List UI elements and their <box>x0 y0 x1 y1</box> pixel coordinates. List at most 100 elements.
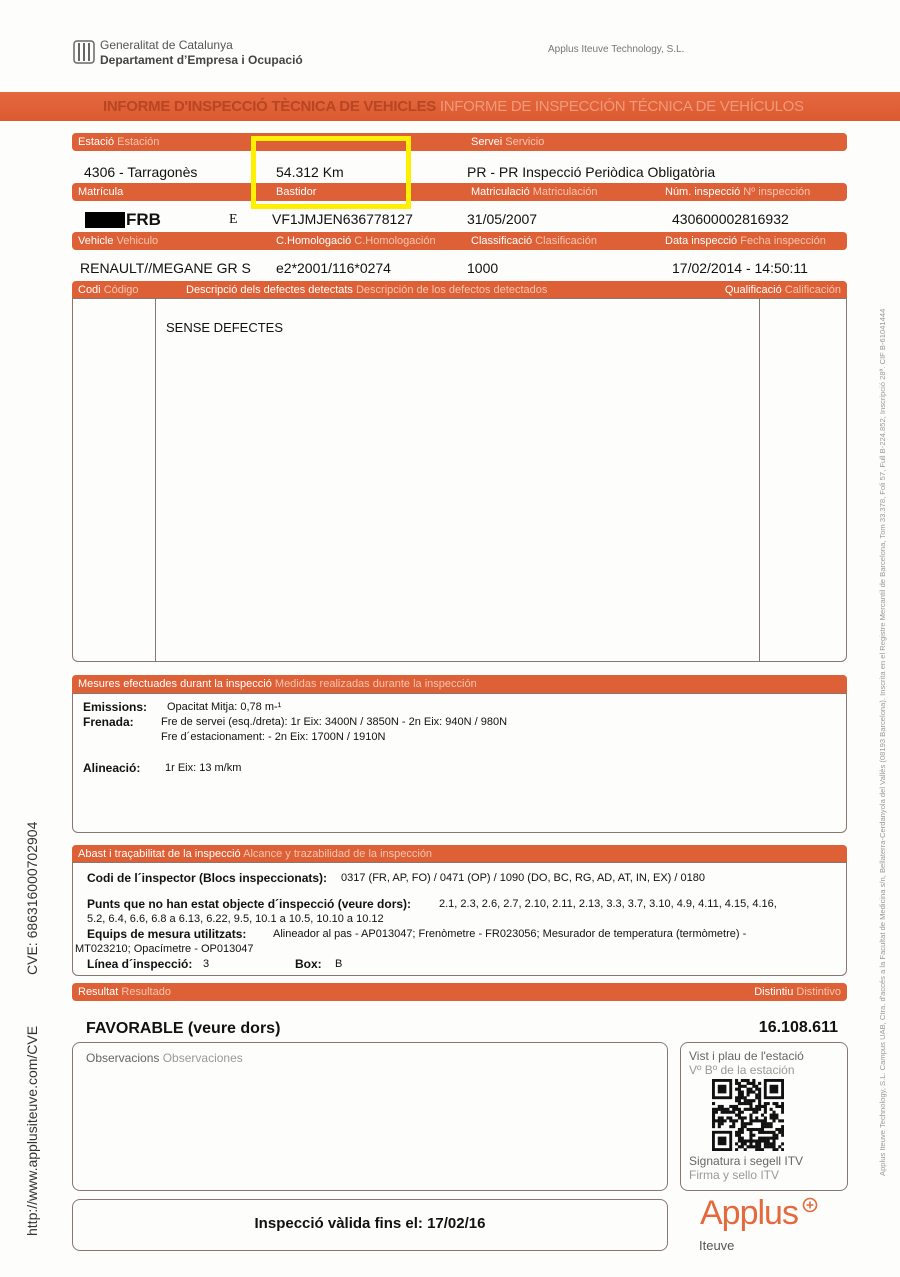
scope-title: Abast i traçabilitat de la inspecció <box>78 848 241 860</box>
plus-circle-icon <box>802 1197 818 1213</box>
emissions-label: Emissions: <box>83 700 148 714</box>
label-plate: Matrícula <box>78 186 124 198</box>
measures-box: Emissions: Opacitat Mitja: 0,78 m-¹ Fren… <box>72 693 847 833</box>
line-value: 3 <box>203 958 210 970</box>
stamp-label: Vist i plau de l'estació <box>689 1049 804 1063</box>
inspector-value: 0317 (FR, AP, FO) / 0471 (OP) / 1090 (DO… <box>341 872 705 884</box>
label-chassis: Bastidor <box>276 186 317 198</box>
vehicle-value: RENAULT//MEGANE GR S <box>80 260 251 276</box>
title-ca: INFORME D'INSPECCIÓ TÈCNICA DE VEHICLES <box>103 98 437 115</box>
chassis-value: VF1JMJEN636778127 <box>272 211 413 227</box>
stamp-box: Vist i plau de l'estació Vº Bº de la est… <box>680 1042 848 1191</box>
points-value-1: 2.1, 2.3, 2.6, 2.7, 2.10, 2.11, 2.13, 3.… <box>439 898 777 910</box>
brake-label: Frenada: <box>83 715 134 729</box>
scope-title-es: Alcance y trazabilidad de la inspección <box>243 848 433 860</box>
signature-label: Signatura i segell ITV <box>689 1154 804 1168</box>
observations-label: Observacions <box>86 1051 160 1065</box>
validity-box: Inspecció vàlida fins el: 17/02/16 <box>72 1199 668 1251</box>
inspection-date-value: 17/02/2014 - 14:50:11 <box>672 260 808 276</box>
line-label: Línea d´inspecció: <box>87 957 193 971</box>
observations-box: Observacions Observaciones <box>72 1042 668 1191</box>
label-vehicle: Vehicle <box>78 235 114 247</box>
highlight-box <box>251 136 411 209</box>
equipment-label: Equips de mesura utilitzats: <box>87 927 247 941</box>
bar-vehicle: Vehicle Vehiculo C.Homologació C.Homolog… <box>72 232 847 250</box>
label-code-es: Código <box>103 284 139 296</box>
label-homologation: C.Homologació <box>276 235 352 247</box>
label-inspection-number-es: Nº inspección <box>743 186 811 198</box>
label-inspection-date-es: Fecha inspección <box>740 235 826 247</box>
equipment-value-2: MT023210; Opacímetre - OP013047 <box>75 943 254 955</box>
box-value: B <box>335 958 343 970</box>
defects-table: SENSE DEFECTES <box>72 298 847 662</box>
inspection-number-value: 430600002816932 <box>672 211 789 227</box>
defects-text: SENSE DEFECTES <box>166 320 284 335</box>
brake-parking-value: Fre d´estacionament: - 2n Eix: 1700N / 1… <box>161 731 386 743</box>
plate-suffix: E <box>229 212 238 227</box>
redacted-block <box>85 212 125 228</box>
label-inspection-date: Data inspecció <box>665 235 738 247</box>
cve-url[interactable]: http://www.applusiteuve.com/CVE <box>24 1025 40 1236</box>
label-qualification-es: Calificación <box>784 284 841 296</box>
points-value-2: 5.2, 6.4, 6.6, 6.8 a 6.13, 6.22, 9.5, 10… <box>87 913 384 925</box>
scope-box: Codi de l´inspector (Blocs inspeccionats… <box>72 862 847 976</box>
title-band <box>0 92 900 121</box>
observations-label-es: Observaciones <box>162 1051 243 1065</box>
company-name: Applus Iteuve Technology, S.L. <box>548 44 685 55</box>
label-description-es: Descripción de los defectos detectados <box>355 284 548 296</box>
applus-logo: Applus <box>700 1194 799 1232</box>
bar-defects: Codi Código Descripció dels defectes det… <box>72 281 847 299</box>
km-value: 54.312 Km <box>276 164 344 180</box>
plate-value: FRB <box>126 210 161 229</box>
generalitat-logo-icon <box>73 40 95 64</box>
badge-title: Distintiu <box>754 986 794 998</box>
alignment-value: 1r Eix: 13 m/km <box>165 762 242 774</box>
label-classification-es: Clasificación <box>535 235 597 247</box>
result-title: Resultat <box>78 986 119 998</box>
cve-code: CVE: 686316000702904 <box>24 821 40 975</box>
bar-measures: Mesures efectuades durant la inspecció M… <box>72 675 847 693</box>
label-station: Estació <box>78 136 115 148</box>
label-service: Servei <box>471 136 503 148</box>
registration-date-value: 31/05/2007 <box>467 211 538 227</box>
column-divider <box>155 299 156 661</box>
validity-text: Inspecció vàlida fins el: 17/02/16 <box>254 1215 486 1232</box>
result-title-es: Resultado <box>121 986 171 998</box>
label-homologation-es: C.Homologación <box>354 235 436 247</box>
bar-result: Resultat Resultado Distintiu Distintivo <box>72 983 847 1001</box>
org-name: Generalitat de Catalunya <box>100 38 233 52</box>
emissions-value: Opacitat Mitja: 0,78 m-¹ <box>167 701 282 713</box>
measures-title-es: Medidas realizadas durante la inspección <box>274 678 477 690</box>
legal-notice: Applus Iteuve Technology, S.L. Campus UA… <box>878 308 887 1176</box>
box-label: Box: <box>295 957 322 971</box>
label-inspection-number: Núm. inspecció <box>665 186 741 198</box>
bar-station: Estació Estación Servei Servicio <box>72 133 847 151</box>
label-registration-date-es: Matriculación <box>532 186 598 198</box>
label-vehicle-es: Vehiculo <box>116 235 159 247</box>
measures-title: Mesures efectuades durant la inspecció <box>78 678 272 690</box>
report-title: INFORME D'INSPECCIÓ TÈCNICA DE VEHICLES … <box>103 98 804 115</box>
result-value: FAVORABLE (veure dors) <box>86 1020 281 1037</box>
badge-value: 16.108.611 <box>758 1019 838 1036</box>
stamp-label-es: Vº Bº de la estación <box>689 1063 795 1077</box>
label-qualification: Qualificació <box>724 284 782 296</box>
label-station-es: Estación <box>117 136 160 148</box>
bar-scope: Abast i traçabilitat de la inspecció Alc… <box>72 845 847 863</box>
alignment-label: Alineació: <box>83 761 141 775</box>
classification-value: 1000 <box>467 260 499 276</box>
bar-registration: Matrícula Bastidor Matriculació Matricul… <box>72 183 847 201</box>
qr-code-icon <box>712 1079 784 1151</box>
equipment-value-1: Alineador al pas - AP013047; Frenòmetre … <box>273 928 747 940</box>
signature-label-es: Firma y sello ITV <box>689 1168 780 1182</box>
column-divider <box>759 299 760 661</box>
label-registration-date: Matriculació <box>471 186 530 198</box>
brake-service-value: Fre de servei (esq./dreta): 1r Eix: 3400… <box>161 716 508 728</box>
label-classification: Classificació <box>471 235 533 247</box>
label-service-es: Servicio <box>505 136 545 148</box>
homologation-value: e2*2001/116*0274 <box>276 260 391 276</box>
inspector-label: Codi de l´inspector (Blocs inspeccionats… <box>87 871 328 885</box>
station-value: 4306 - Tarragonès <box>84 164 198 180</box>
badge-title-es: Distintivo <box>796 986 841 998</box>
label-code: Codi <box>78 284 101 296</box>
